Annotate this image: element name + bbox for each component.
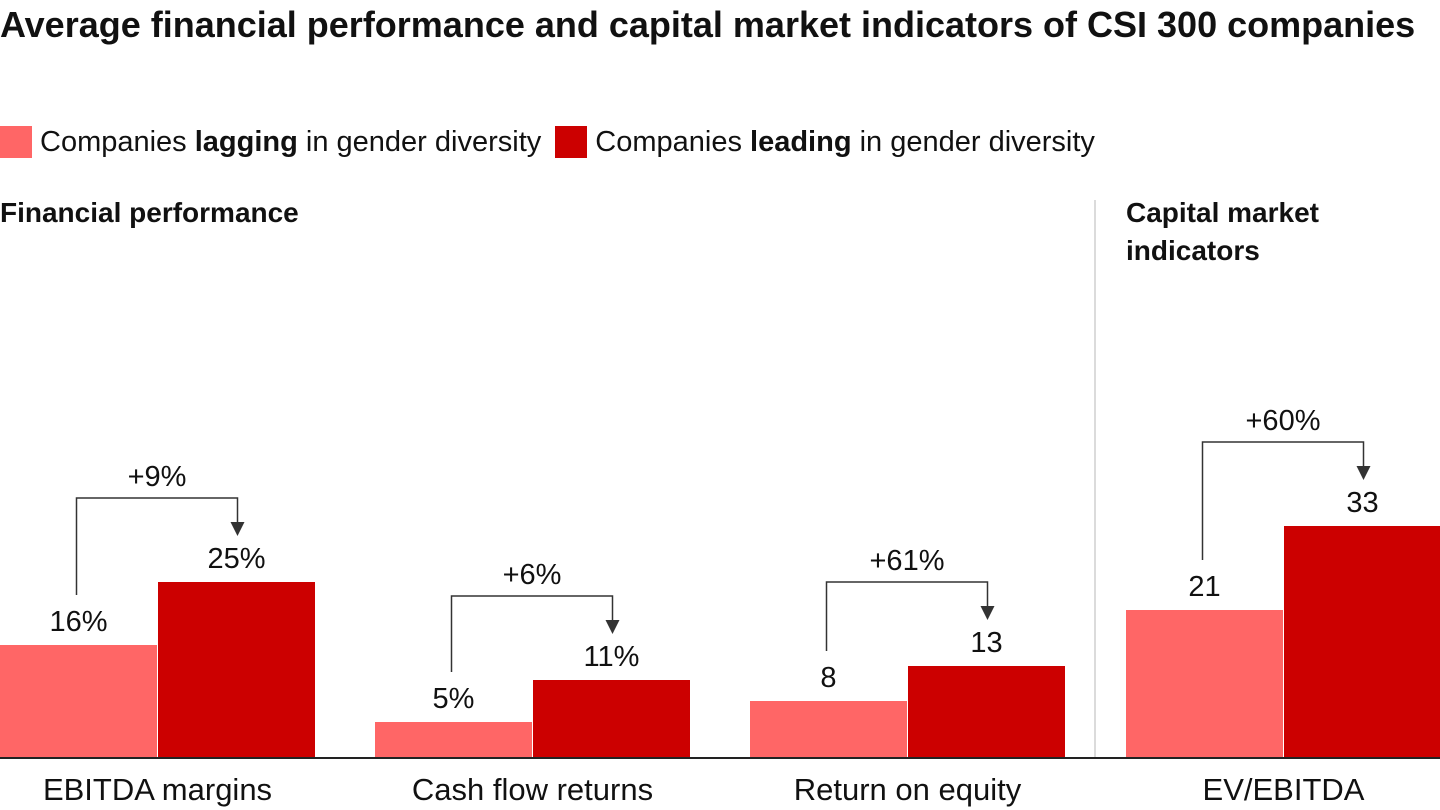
section-label-capital: Capital market indicators [1126,197,1319,266]
change-annotation: +6% [503,559,562,591]
bar-leading [158,582,315,757]
data-label-lagging: 5% [433,683,475,715]
connector-line [1201,441,1365,560]
category-label: Cash flow returns [412,772,653,807]
connector-line [75,497,239,595]
bar-leading [908,666,1065,757]
legend-item-leading: Companies leading in gender diversity [555,126,1095,159]
change-annotation: +61% [870,545,945,577]
bar-lagging [1126,610,1283,757]
legend-swatch-leading [555,126,588,158]
legend-label-lagging: Companies lagging in gender diversity [40,125,542,158]
data-label-lagging: 21 [1188,571,1220,603]
legend-label-leading: Companies leading in gender diversity [595,125,1095,158]
legend-swatch-lagging [0,126,32,158]
connector-line [450,595,614,672]
data-label-leading: 13 [970,627,1002,659]
bar-lagging [750,701,907,757]
category-label: Return on equity [794,772,1022,807]
data-label-leading: 33 [1346,487,1378,519]
data-label-lagging: 16% [49,606,107,638]
data-label-leading: 11% [584,641,640,673]
category-label: EBITDA margins [43,772,272,807]
data-label-lagging: 8 [820,662,836,694]
legend-item-lagging: Companies lagging in gender diversity [0,126,541,159]
bar-leading [533,680,690,757]
chart-title: Average financial performance and capita… [0,4,1416,45]
data-label-leading: 25% [207,543,265,575]
section-label-financial: Financial performance [0,197,299,228]
arrow-head [980,606,995,620]
arrow-head [605,620,620,634]
category-label: EV/EBITDA [1203,772,1365,807]
bar-leading [1284,526,1440,757]
connector-line [825,581,989,651]
change-annotation: +60% [1246,405,1321,437]
arrow-head [230,522,245,536]
bar-lagging [0,645,157,757]
change-annotation: +9% [128,461,187,493]
bar-lagging [375,722,532,757]
legend: Companies lagging in gender diversity Co… [0,122,1109,162]
arrow-head [1356,466,1371,480]
